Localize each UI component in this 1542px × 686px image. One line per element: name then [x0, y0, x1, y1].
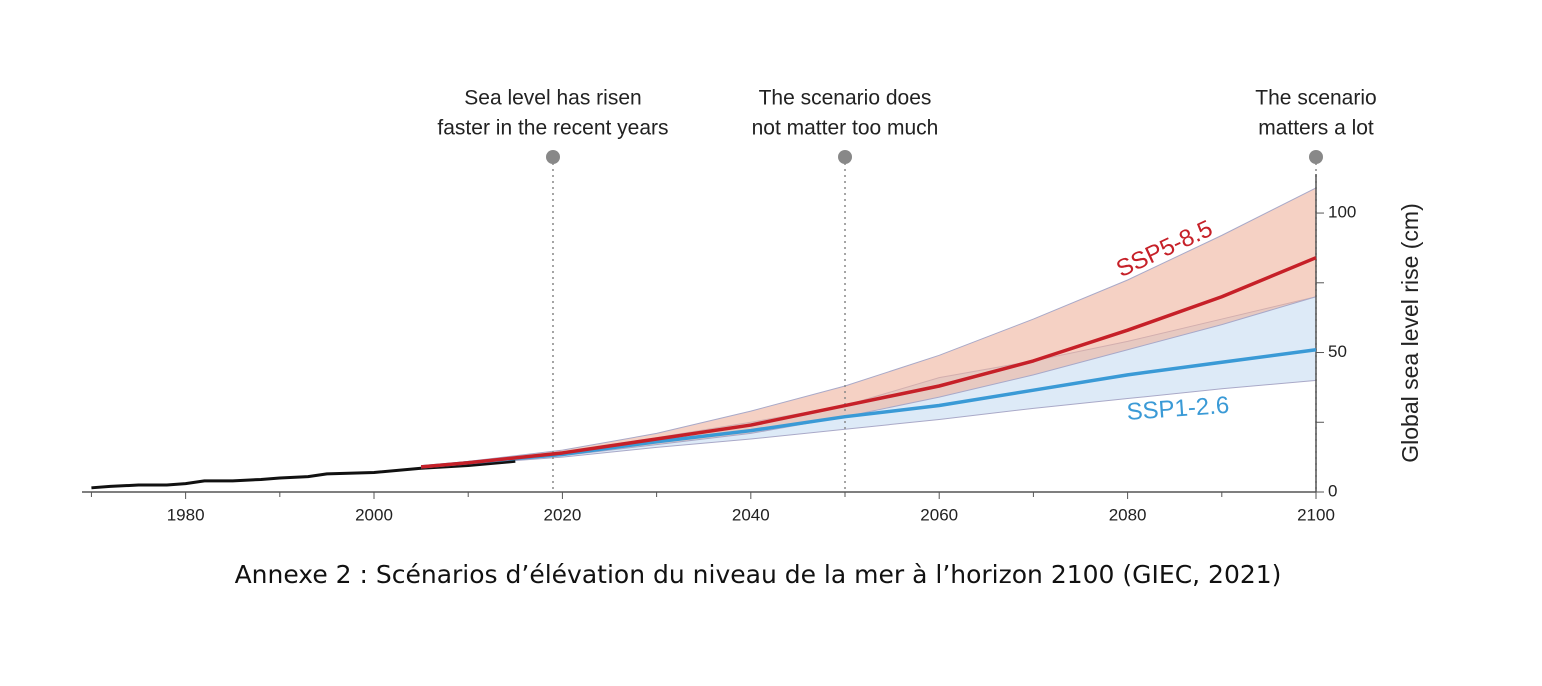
- y-axis-label: Global sea level rise (cm): [1397, 203, 1423, 462]
- annotation-text: not matter too much: [752, 117, 939, 140]
- x-tick-label: 2080: [1109, 505, 1147, 524]
- x-tick-label: 2100: [1297, 505, 1335, 524]
- annotation-text: The scenario: [1255, 87, 1376, 110]
- annotation-text: faster in the recent years: [437, 117, 668, 140]
- x-tick-label: 2020: [543, 505, 581, 524]
- annotation-text: The scenario does: [759, 87, 932, 110]
- annotation-text: matters a lot: [1258, 117, 1374, 140]
- annotation-dot: [545, 150, 560, 164]
- annotation-dot: [838, 150, 853, 164]
- y-tick-label: 50: [1328, 342, 1347, 361]
- y-tick-label: 100: [1328, 203, 1356, 222]
- x-tick-label: 2060: [920, 505, 958, 524]
- y-tick-label: 0: [1328, 481, 1337, 500]
- series-line: [91, 459, 516, 490]
- x-tick-label: 2000: [355, 505, 393, 524]
- x-tick-label: 2040: [732, 505, 770, 524]
- x-tick-label: 1980: [167, 505, 205, 524]
- series-label: SSP1-2.6: [1126, 392, 1230, 426]
- annotation-text: Sea level has risen: [464, 87, 641, 110]
- annotation-dot: [1309, 150, 1323, 164]
- caption: Annexe 2 : Scénarios d’élévation du nive…: [235, 560, 1282, 589]
- series-line: [420, 256, 1317, 469]
